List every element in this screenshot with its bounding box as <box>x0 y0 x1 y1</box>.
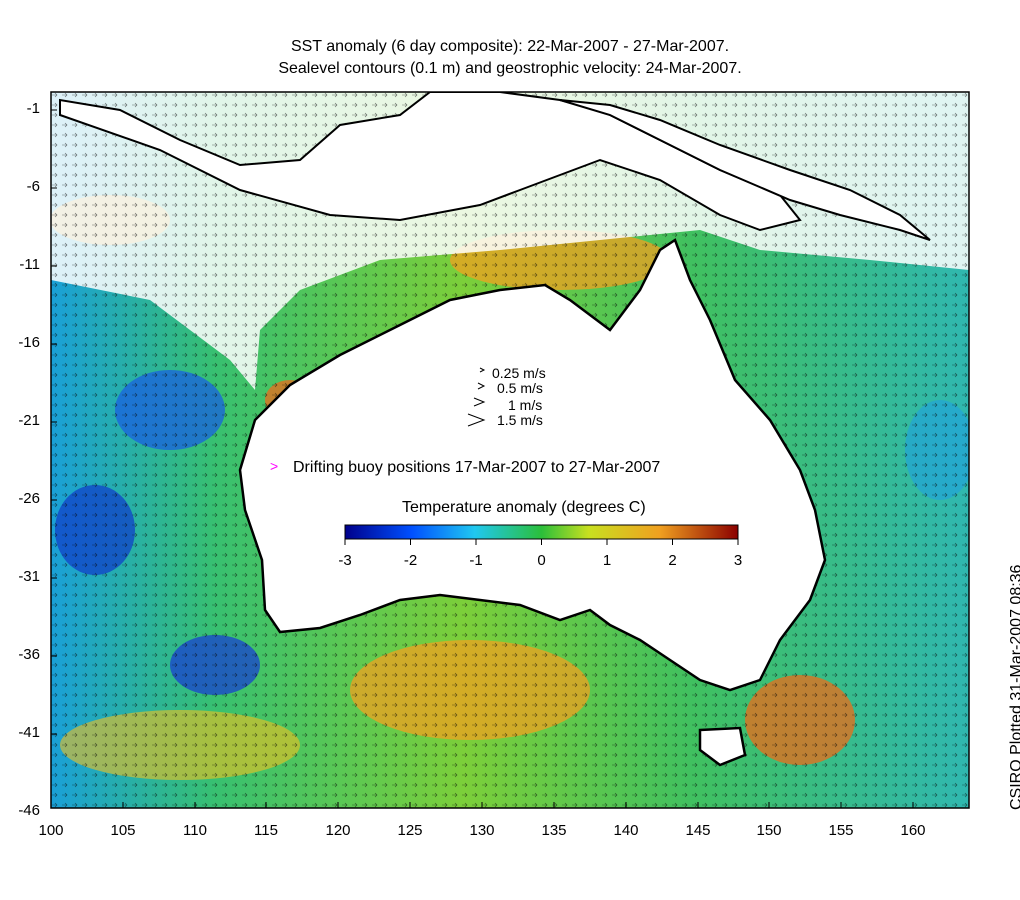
australia-landmass <box>238 238 827 692</box>
warm-anomaly-patch <box>745 675 855 765</box>
no-data-region <box>51 92 969 390</box>
velocity-arrow-icon <box>473 397 486 407</box>
colorbar-tick-label: -1 <box>469 552 482 569</box>
y-tick-label: -6 <box>26 178 40 195</box>
warm-anomaly-patch <box>450 230 670 290</box>
warm-anomaly-patch <box>60 710 300 780</box>
y-tick-label: -41 <box>18 724 40 741</box>
colorbar-tick-label: -3 <box>338 552 351 569</box>
map-title-line-2: Sealevel contours (0.1 m) and geostrophi… <box>278 60 742 77</box>
cold-anomaly-patch <box>55 485 135 575</box>
velocity-arrow-icon <box>467 413 486 427</box>
x-tick-label: 155 <box>828 822 854 839</box>
y-tick-marks <box>51 109 57 735</box>
velocity-scale-label: 0.25 m/s <box>492 365 546 381</box>
velocity-arrow-field <box>51 92 969 808</box>
velocity-scale-legend: 0.25 m/s 0.5 m/s 1 m/s 1.5 m/s <box>467 365 546 428</box>
cold-anomaly-patch <box>905 400 969 500</box>
y-tick-label: -26 <box>18 490 40 507</box>
cold-anomaly-patch <box>115 370 225 450</box>
buoy-marker-icon: > <box>270 458 278 474</box>
x-tick-label: 120 <box>325 822 351 839</box>
x-tick-label: 105 <box>110 822 136 839</box>
y-tick-label: -21 <box>18 412 40 429</box>
warm-anomaly-patch <box>350 640 590 740</box>
x-tick-label: 150 <box>756 822 782 839</box>
plot-frame <box>50 91 970 809</box>
x-tick-label: 110 <box>183 822 207 839</box>
warm-anomaly-patch <box>265 380 315 420</box>
colorbar-tick-label: 1 <box>603 552 611 569</box>
papua-new-guinea <box>559 99 931 241</box>
y-tick-label: -16 <box>18 334 40 351</box>
x-tick-marks <box>122 802 914 808</box>
y-tick-label: -36 <box>18 646 40 663</box>
ocean-area <box>51 92 969 808</box>
cold-anomaly-patch <box>170 635 260 695</box>
colorbar-title: Temperature anomaly (degrees C) <box>402 499 646 516</box>
colorbar <box>344 524 739 540</box>
colorbar-tick-label: 0 <box>537 552 545 569</box>
colorbar-tick-label: -2 <box>404 552 417 569</box>
x-tick-label: 115 <box>254 822 278 839</box>
y-tick-label: -31 <box>18 568 40 585</box>
y-tick-label: -11 <box>19 256 40 273</box>
velocity-scale-label: 1 m/s <box>508 397 542 413</box>
x-tick-label: 135 <box>541 822 567 839</box>
x-tick-label: 145 <box>685 822 711 839</box>
colorbar-ticks: -3 -2 -1 0 1 2 3 <box>338 539 742 569</box>
indonesia-landmass <box>59 92 802 232</box>
warm-anomaly-patch <box>51 195 170 245</box>
tasmania <box>698 726 747 767</box>
colorbar-tick-label: 3 <box>734 552 742 569</box>
x-tick-label: 125 <box>397 822 423 839</box>
x-tick-label: 130 <box>469 822 495 839</box>
velocity-scale-label: 1.5 m/s <box>497 412 543 428</box>
x-tick-label: 100 <box>38 822 64 839</box>
buoy-legend-text: Drifting buoy positions 17-Mar-2007 to 2… <box>293 459 660 476</box>
y-tick-label: -46 <box>18 802 40 819</box>
colorbar-tick-label: 2 <box>668 552 676 569</box>
x-tick-label: 160 <box>900 822 926 839</box>
map-title-line-1: SST anomaly (6 day composite): 22-Mar-20… <box>290 38 730 55</box>
y-tick-label: -1 <box>26 100 40 117</box>
credit-text: CSIRO Plotted 31-Mar-2007 08:36 <box>1008 564 1020 810</box>
velocity-scale-label: 0.5 m/s <box>497 380 543 396</box>
velocity-arrow-icon <box>477 382 486 390</box>
velocity-arrow-icon <box>479 367 486 373</box>
x-tick-label: 140 <box>613 822 639 839</box>
